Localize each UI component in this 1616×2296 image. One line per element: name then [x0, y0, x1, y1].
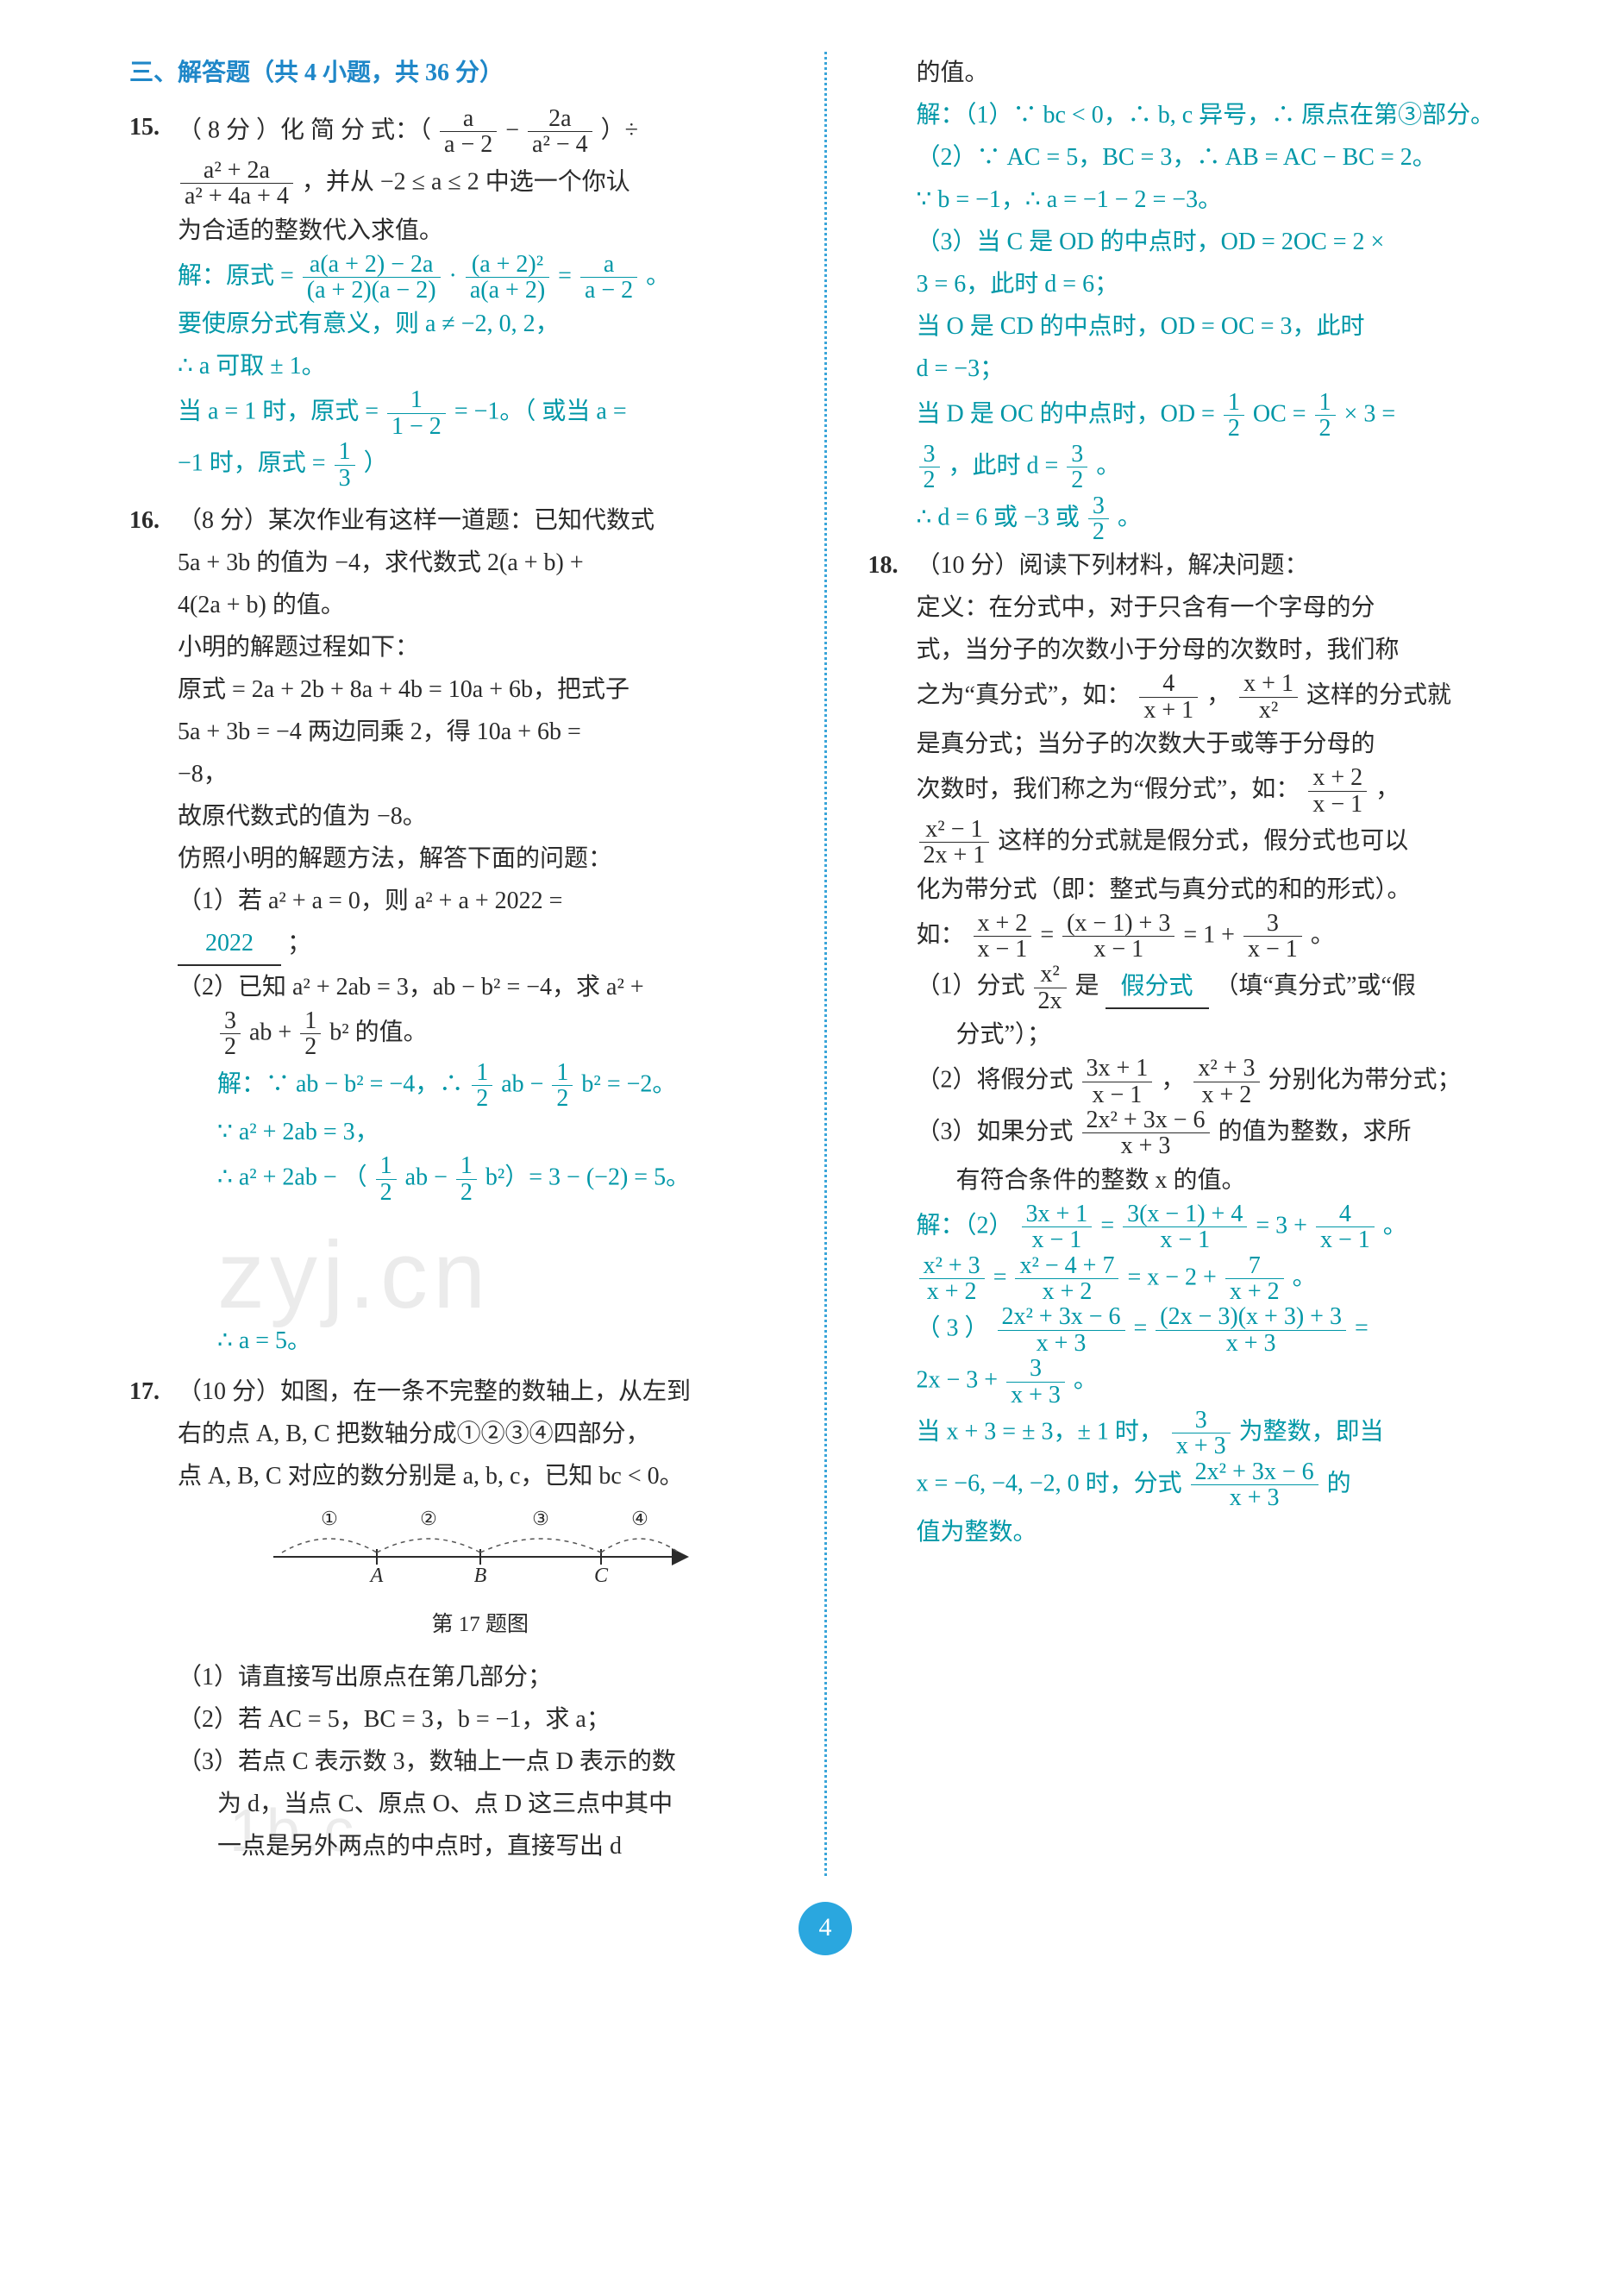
q18-t2: 定义：在分式中，对于只含有一个字母的分 [917, 587, 1522, 629]
q16-t2: 5a + 3b 的值为 −4，求代数式 2(a + b) + [178, 542, 783, 584]
q15-number: 15. [129, 106, 178, 491]
q18-s6: x = −6, −4, −2, 0 时，分式 2x² + 3x − 6x + 3… [917, 1459, 1522, 1511]
q17-p3b: 1b.c 为 d，当点 C、原点 O、点 D 这三点中其中 [178, 1783, 783, 1825]
q18-t5: 是真分式；当分子的次数大于或等于分母的 [917, 723, 1522, 765]
page-number-badge: 4 [799, 1902, 852, 1955]
two-column-layout: 三、解答题（共 4 小题，共 36 分） 15. （ 8 分 ）化 简 分 式：… [129, 52, 1521, 1876]
q18-blank: 假分式 [1106, 965, 1209, 1009]
q16-s2: ∵ a² + 2ab = 3， [217, 1111, 783, 1153]
q16-blank: 2022 [178, 922, 281, 966]
q17-s7: d = −3； [917, 348, 1522, 390]
q18-s1: 解：（2） 3x + 1x − 1 = 3(x − 1) + 4x − 1 = … [917, 1201, 1522, 1253]
q18-t4: 之为“真分式”，如： 4x + 1 ， x + 1x² 这样的分式就 [917, 671, 1522, 723]
q18-s7: 值为整数。 [917, 1511, 1522, 1553]
q16-p2: （2）已知 a² + 2ab = 3，ab − b² = −4，求 a² + [178, 966, 783, 1008]
q16-t7: −8， [178, 753, 783, 795]
q17-s1: 解：（1）∵ bc < 0，∴ b, c 异号，∴ 原点在第③部分。 [917, 94, 1522, 136]
q18-p1: （1）分式 x²2x 是 假分式 （填“真分式”或“假 [917, 962, 1522, 1013]
region-1-label: ① [321, 1509, 338, 1529]
q17-p3c: 一点是另外两点的中点时，直接写出 d [178, 1825, 783, 1867]
q16-t8: 故原代数式的值为 −8。 [178, 795, 783, 837]
q18-t3: 式，当分子的次数小于分母的次数时，我们称 [917, 629, 1522, 671]
q18-t1: （10 分）阅读下列材料，解决问题： [917, 544, 1522, 587]
q15-body: （ 8 分 ）化 简 分 式：（ aa − 2 − 2aa² − 4 ）÷ a²… [178, 106, 783, 491]
point-b-label: B [473, 1565, 486, 1587]
q17-s3: ∵ b = −1，∴ a = −1 − 2 = −3。 [917, 179, 1522, 221]
q17-p1: （1）请直接写出原点在第几部分； [178, 1656, 783, 1698]
q15-s5: −1 时，原式 = 13 ） [178, 439, 783, 491]
q17-s10: ∴ d = 6 或 −3 或 32 。 [917, 493, 1522, 545]
question-15: 15. （ 8 分 ）化 简 分 式：（ aa − 2 − 2aa² − 4 ）… [129, 106, 783, 491]
q17-continuation: 的值。 解：（1）∵ bc < 0，∴ b, c 异号，∴ 原点在第③部分。 （… [868, 52, 1522, 544]
q17-s6: 当 O 是 CD 的中点时，OD = OC = 3，此时 [917, 305, 1522, 348]
q15-line1: （ 8 分 ）化 简 分 式：（ aa − 2 − 2aa² − 4 ）÷ [178, 106, 783, 158]
section-heading: 三、解答题（共 4 小题，共 36 分） [129, 52, 783, 94]
q17-p3a: （3）若点 C 表示数 3，数轴上一点 D 表示的数 [178, 1741, 783, 1783]
q18-p2: （2）将假分式 3x + 1x − 1 ， x² + 3x + 2 分别化为带分… [917, 1056, 1522, 1107]
q16-t4: 小明的解题过程如下： [178, 626, 783, 668]
region-3-label: ③ [532, 1509, 549, 1529]
q16-t3: 4(2a + b) 的值。 [178, 584, 783, 626]
q15-line2: a² + 2aa² + 4a + 4 ，并从 −2 ≤ a ≤ 2 中选一个你认 [178, 158, 783, 210]
q16-t9: 仿照小明的解题方法，解答下面的问题： [178, 837, 783, 880]
q17-s8: 当 D 是 OC 的中点时，OD = 12 OC = 12 × 3 = [917, 390, 1522, 442]
q16-p1-blank-row: 2022 ； [178, 922, 783, 966]
q15-s1: 解：原式 = a(a + 2) − 2a(a + 2)(a − 2) · (a … [178, 252, 783, 304]
q18-s5: 当 x + 3 = ± 3，± 1 时， 3x + 3 为整数，即当 [917, 1408, 1522, 1459]
q18-s2: x² + 3x + 2 = x² − 4 + 7x + 2 = x − 2 + … [917, 1253, 1522, 1305]
q16-t5: 原式 = 2a + 2b + 8a + 4b = 10a + 6b，把式子 [178, 668, 783, 711]
q16-s3: ∴ a² + 2ab − （ 12 ab − 12 b²）= 3 − (−2) … [217, 1153, 783, 1205]
q16-s1: 解：∵ ab − b² = −4，∴ 12 ab − 12 b² = −2。 [217, 1060, 783, 1112]
figure-caption: 第 17 题图 [178, 1606, 783, 1644]
q18-t7: x² − 12x + 1 这样的分式就是假分式，假分式也可以 [917, 817, 1522, 869]
q16-body: （8 分）某次作业有这样一道题：已知代数式 5a + 3b 的值为 −4，求代数… [178, 499, 783, 1362]
q15-s2: 要使原分式有意义，则 a ≠ −2, 0, 2， [178, 303, 783, 345]
q16-p2b: 32 ab + 12 b² 的值。 [178, 1008, 783, 1060]
q18-t9: 如： x + 2x − 1 = (x − 1) + 3x − 1 = 1 + 3… [917, 911, 1522, 963]
q16-number: 16. [129, 499, 178, 1362]
q15-solution: 解：原式 = a(a + 2) − 2a(a + 2)(a − 2) · (a … [178, 252, 783, 491]
q15-s3: ∴ a 可取 ± 1。 [178, 345, 783, 387]
q16-solution: 解：∵ ab − b² = −4，∴ 12 ab − 12 b² = −2。 ∵… [178, 1060, 783, 1362]
question-18: 18. （10 分）阅读下列材料，解决问题： 定义：在分式中，对于只含有一个字母… [868, 544, 1522, 1553]
q15-line3: 为合适的整数代入求值。 [178, 210, 783, 252]
left-column: 三、解答题（共 4 小题，共 36 分） 15. （ 8 分 ）化 简 分 式：… [129, 52, 783, 1876]
q17-t1: （10 分）如图，在一条不完整的数轴上，从左到 [178, 1371, 783, 1413]
region-2-label: ② [420, 1509, 437, 1529]
q18-number: 18. [868, 544, 917, 1553]
q17-t3: 点 A, B, C 对应的数分别是 a, b, c，已知 bc < 0。 [178, 1455, 783, 1497]
q17-cont-text: 的值。 [917, 52, 1522, 94]
column-divider [824, 52, 827, 1876]
q18-t6: 次数时，我们称之为“假分式”，如： x + 2x − 1 ， [917, 765, 1522, 817]
q15-s4: 当 a = 1 时，原式 = 11 − 2 = −1。（ 或当 a = [178, 387, 783, 439]
q18-s4: 2x − 3 + 3x + 3 。 [917, 1356, 1522, 1408]
q16-t6: 5a + 3b = −4 两边同乘 2，得 10a + 6b = [178, 711, 783, 753]
question-16: 16. （8 分）某次作业有这样一道题：已知代数式 5a + 3b 的值为 −4… [129, 499, 783, 1362]
q17-t2: 右的点 A, B, C 把数轴分成①②③④四部分， [178, 1413, 783, 1455]
q16-t1: （8 分）某次作业有这样一道题：已知代数式 [178, 499, 783, 542]
question-17: 17. （10 分）如图，在一条不完整的数轴上，从左到 右的点 A, B, C … [129, 1371, 783, 1867]
q18-p3: （3）如果分式 2x² + 3x − 6x + 3 的值为整数，求所 [917, 1107, 1522, 1159]
q18-body: （10 分）阅读下列材料，解决问题： 定义：在分式中，对于只含有一个字母的分 式… [917, 544, 1522, 1553]
q17-s4: （3）当 C 是 OD 的中点时，OD = 2OC = 2 × [917, 221, 1522, 263]
q16-p1: （1）若 a² + a = 0，则 a² + a + 2022 = [178, 880, 783, 922]
right-column: 的值。 解：（1）∵ bc < 0，∴ b, c 异号，∴ 原点在第③部分。 （… [868, 52, 1522, 1876]
q16-s4: ∴ a = 5。 [217, 1320, 783, 1362]
q18-s3: （ 3 ） 2x² + 3x − 6x + 3 = (2x − 3)(x + 3… [917, 1304, 1522, 1356]
region-4-label: ④ [631, 1509, 648, 1529]
q17-s2: （2）∵ AC = 5，BC = 3，∴ AB = AC − BC = 2。 [917, 136, 1522, 179]
point-a-label: A [368, 1565, 383, 1587]
q17-solution: 解：（1）∵ bc < 0，∴ b, c 异号，∴ 原点在第③部分。 （2）∵ … [917, 94, 1522, 544]
q17-p2: （2）若 AC = 5，BC = 3，b = −1，求 a； [178, 1698, 783, 1741]
point-c-label: C [594, 1565, 609, 1587]
q18-t8: 化为带分式（即：整式与真分式的和的形式）。 [917, 869, 1522, 911]
q17-s9: 32 ，此时 d = 32 。 [917, 442, 1522, 493]
q18-p3c: 有符合条件的整数 x 的值。 [917, 1159, 1522, 1201]
q17-s5: 3 = 6，此时 d = 6； [917, 263, 1522, 305]
number-line-figure: ① ② ③ ④ A B C [178, 1509, 783, 1601]
q18-solution: 解：（2） 3x + 1x − 1 = 3(x − 1) + 4x − 1 = … [917, 1201, 1522, 1553]
q17-number: 17. [129, 1371, 178, 1867]
q18-p1d: 分式”）； [917, 1013, 1522, 1056]
q17-body: （10 分）如图，在一条不完整的数轴上，从左到 右的点 A, B, C 把数轴分… [178, 1371, 783, 1867]
